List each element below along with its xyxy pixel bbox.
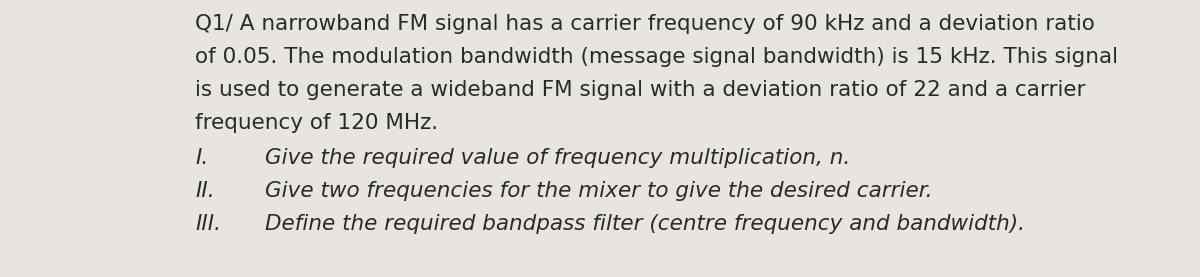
Text: III.: III.	[194, 214, 221, 234]
Text: Give the required value of frequency multiplication, n.: Give the required value of frequency mul…	[265, 148, 851, 168]
Text: Q1/ A narrowband FM signal has a carrier frequency of 90 kHz and a deviation rat: Q1/ A narrowband FM signal has a carrier…	[194, 14, 1094, 34]
Text: II.: II.	[194, 181, 215, 201]
Text: of 0.05. The modulation bandwidth (message signal bandwidth) is 15 kHz. This sig: of 0.05. The modulation bandwidth (messa…	[194, 47, 1118, 67]
Text: I.: I.	[194, 148, 209, 168]
Text: is used to generate a wideband FM signal with a deviation ratio of 22 and a carr: is used to generate a wideband FM signal…	[194, 80, 1086, 100]
Text: frequency of 120 MHz.: frequency of 120 MHz.	[194, 113, 438, 133]
Text: Define the required bandpass filter (centre frequency and bandwidth).: Define the required bandpass filter (cen…	[265, 214, 1025, 234]
Text: Give two frequencies for the mixer to give the desired carrier.: Give two frequencies for the mixer to gi…	[265, 181, 932, 201]
